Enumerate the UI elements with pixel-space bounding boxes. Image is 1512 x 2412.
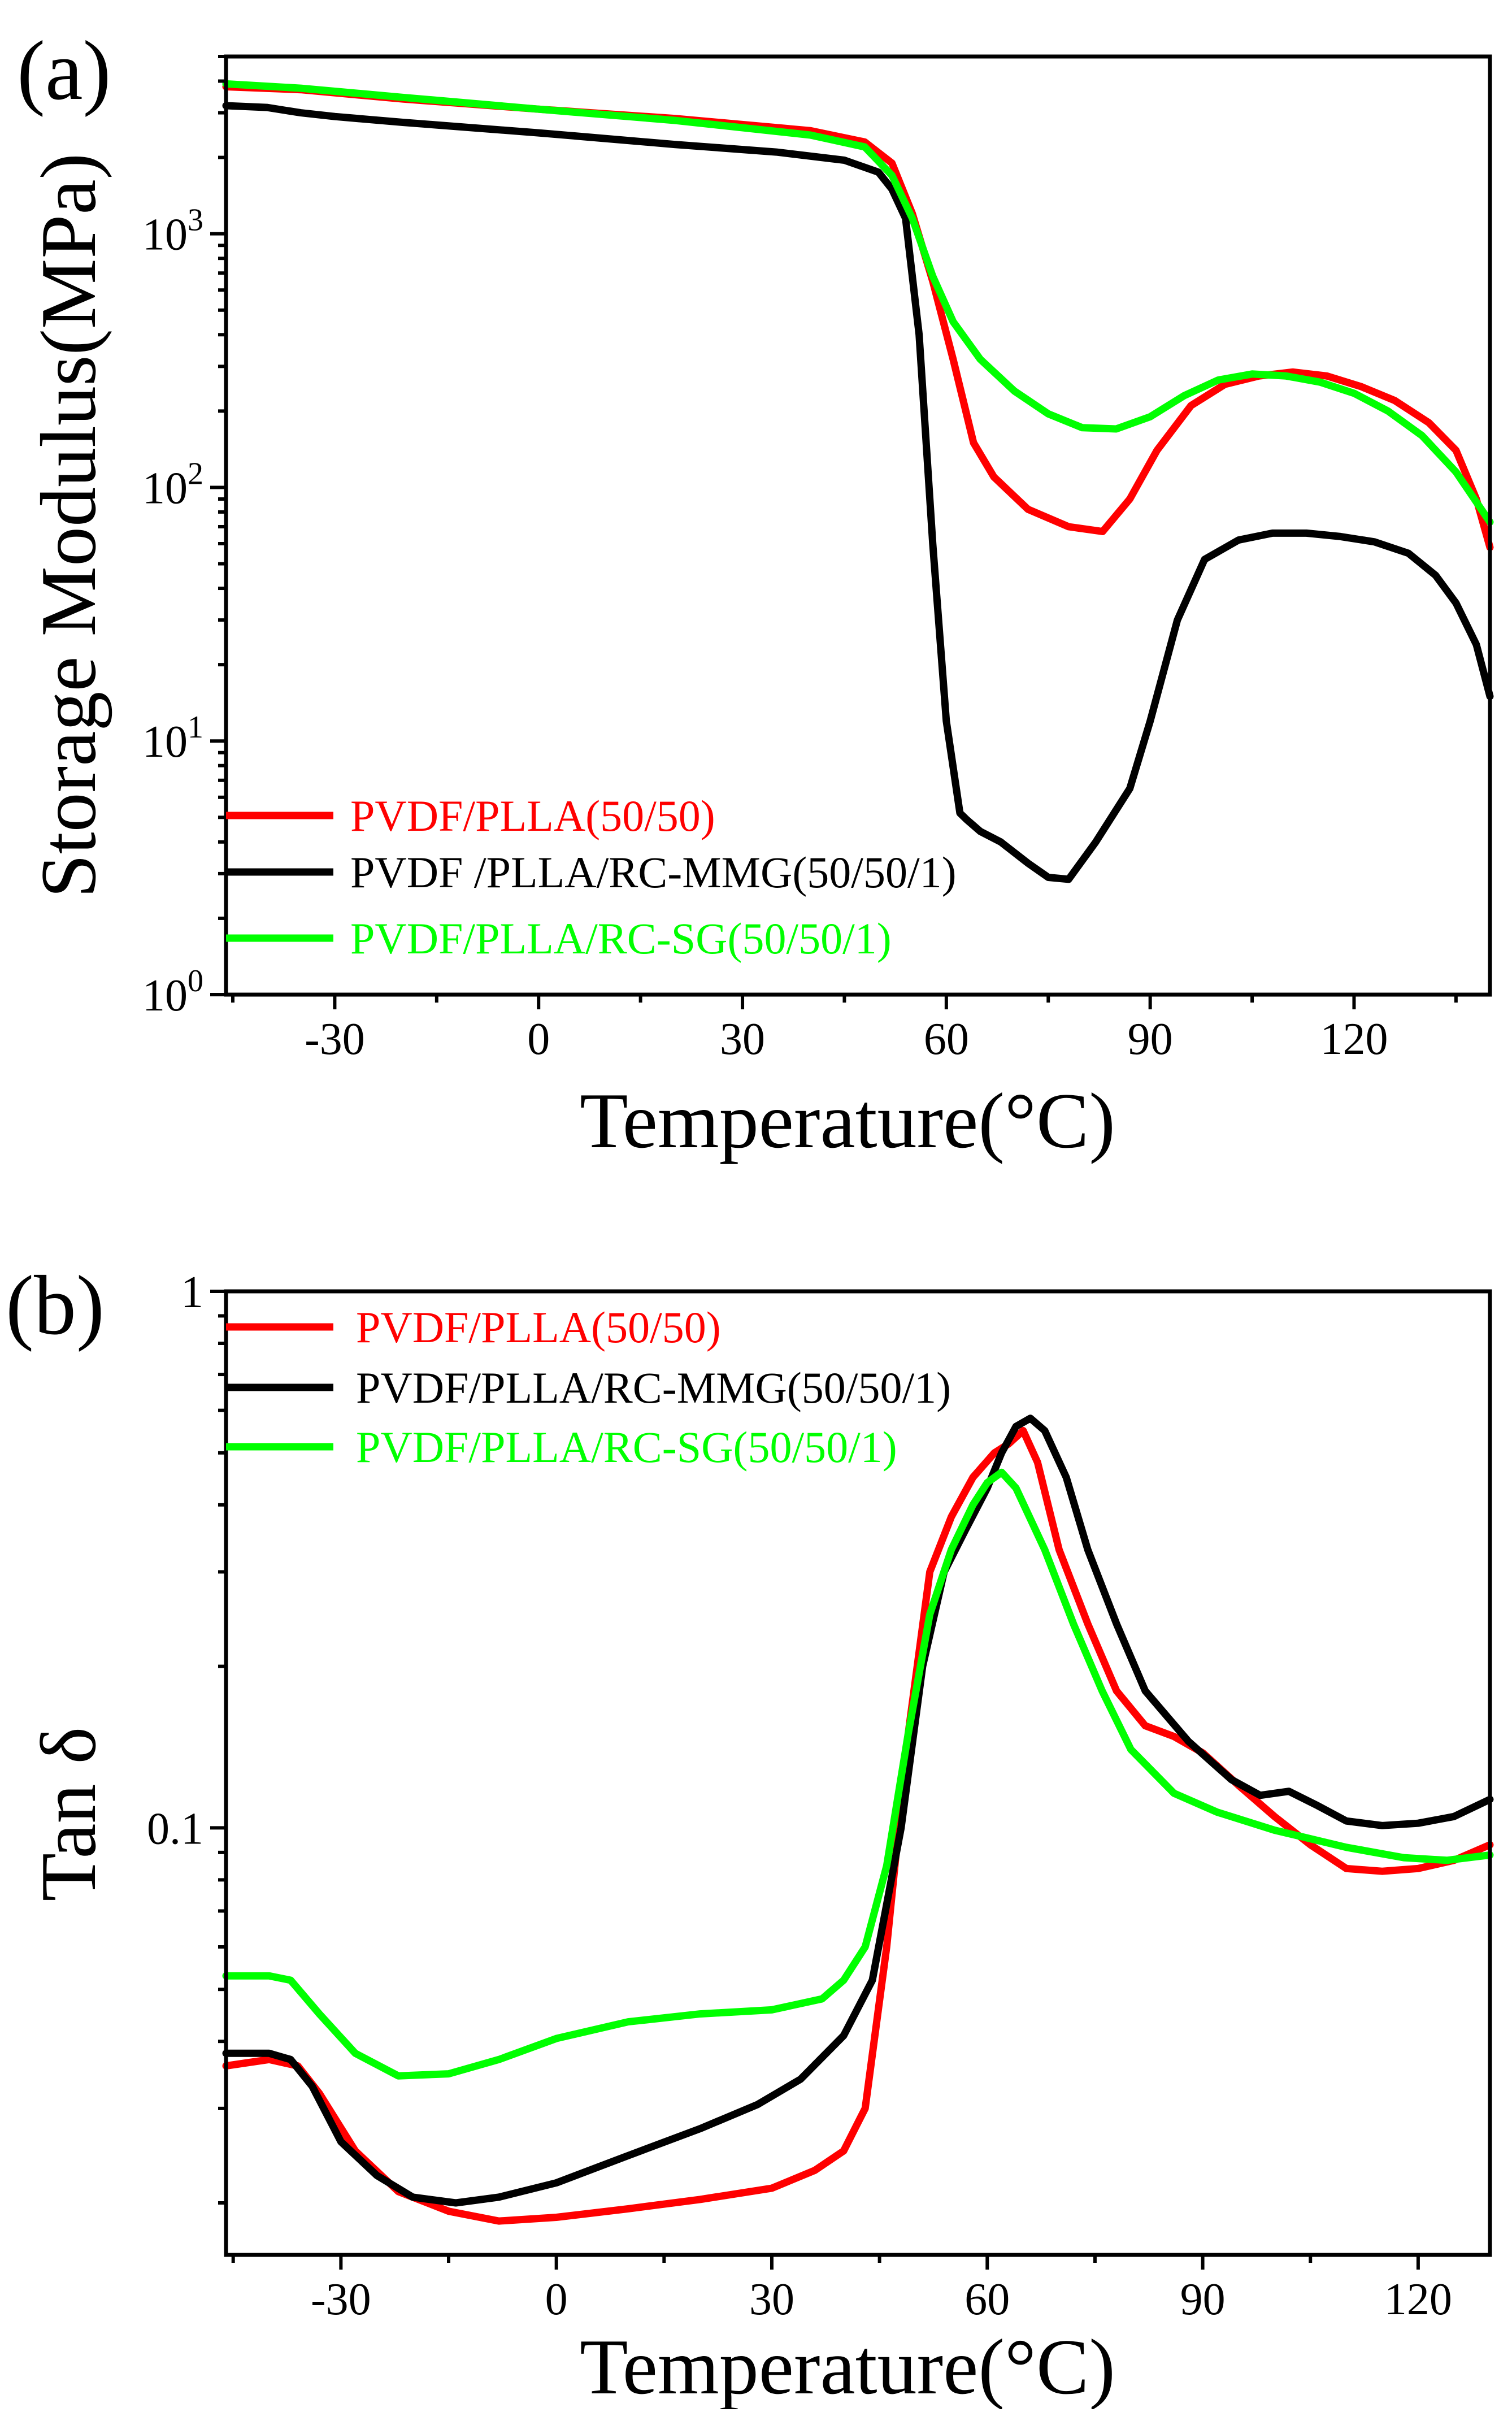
y-tick-label-b-1: 1 [181,1268,203,1317]
plot-frame-b [224,1289,1492,2257]
series-line-a-2 [222,80,1494,526]
y-tick-label-a-0: 100 [142,964,203,1021]
legend-a: PVDF/PLLA(50/50) PVDF /PLLA/RC-MMG(50/50… [226,791,957,963]
x-tick-label-b-3: 60 [964,2275,1010,2324]
y-tick-label-b-0: 0.1 [147,1804,203,1854]
panel-label-a: (a) [17,24,111,118]
panel-label-b: (b) [6,1259,105,1352]
y-axis-ticks-b: 0.11 [147,1268,226,2205]
x-tick-label-a-1: 0 [527,1014,550,1064]
x-axis-title-a: Temperature(°C) [580,1077,1115,1165]
x-tick-label-b-0: -30 [311,2275,371,2324]
legend-label-b-2: PVDF/PLLA/RC-SG(50/50/1) [356,1422,897,1472]
y-axis-ticks-a: 100 101 102 103 [142,55,226,1021]
x-axis-title-b: Temperature(°C) [580,2323,1115,2409]
x-tick-label-b-2: 30 [749,2275,794,2324]
y-tick-label-a-1: 101 [142,710,203,767]
x-axis-ticks-a: -30 0 30 60 90 120 [231,995,1458,1064]
x-tick-label-a-5: 120 [1320,1014,1388,1064]
series-line-b-1 [222,1415,1494,2207]
legend-label-a-2: PVDF/PLLA/RC-SG(50/50/1) [350,914,892,963]
series-group-a [222,80,1494,883]
chart-panel-b: (b) -30 0 30 60 90 120 0.11 Temperature(°C) T… [6,1259,1494,2411]
x-tick-label-a-3: 60 [924,1014,969,1064]
series-line-b-0 [222,1427,1494,2225]
y-tick-label-a-3: 103 [142,203,203,260]
x-tick-label-a-2: 30 [720,1014,765,1064]
y-axis-title-a: Storage Modulus(MPa) [25,153,112,898]
x-tick-label-b-4: 90 [1180,2275,1226,2324]
x-tick-label-b-5: 120 [1384,2275,1452,2324]
series-line-a-1 [222,102,1494,883]
legend-label-a-1: PVDF /PLLA/RC-MMG(50/50/1) [350,848,957,897]
series-line-a-0 [222,83,1494,552]
legend-label-b-0: PVDF/PLLA(50/50) [356,1303,721,1352]
x-tick-label-a-4: 90 [1128,1014,1173,1064]
series-group-b [222,1415,1494,2225]
x-axis-ticks-b: -30 0 30 60 90 120 [231,2255,1452,2324]
legend-b: PVDF/PLLA(50/50) PVDF/PLLA/RC-MMG(50/50/… [226,1303,951,1472]
x-tick-label-a-0: -30 [305,1014,365,1064]
y-tick-label-a-2: 102 [142,456,203,513]
x-tick-label-b-1: 0 [545,2275,568,2324]
y-axis-title-b: Tan δ [25,1727,112,1902]
legend-label-a-0: PVDF/PLLA(50/50) [350,791,715,840]
legend-label-b-1: PVDF/PLLA/RC-MMG(50/50/1) [356,1363,951,1412]
chart-panel-a: (a) -30 0 30 60 90 120 100 101 102 103 Temperatu… [17,24,1494,1165]
series-line-b-2 [222,1468,1494,2080]
